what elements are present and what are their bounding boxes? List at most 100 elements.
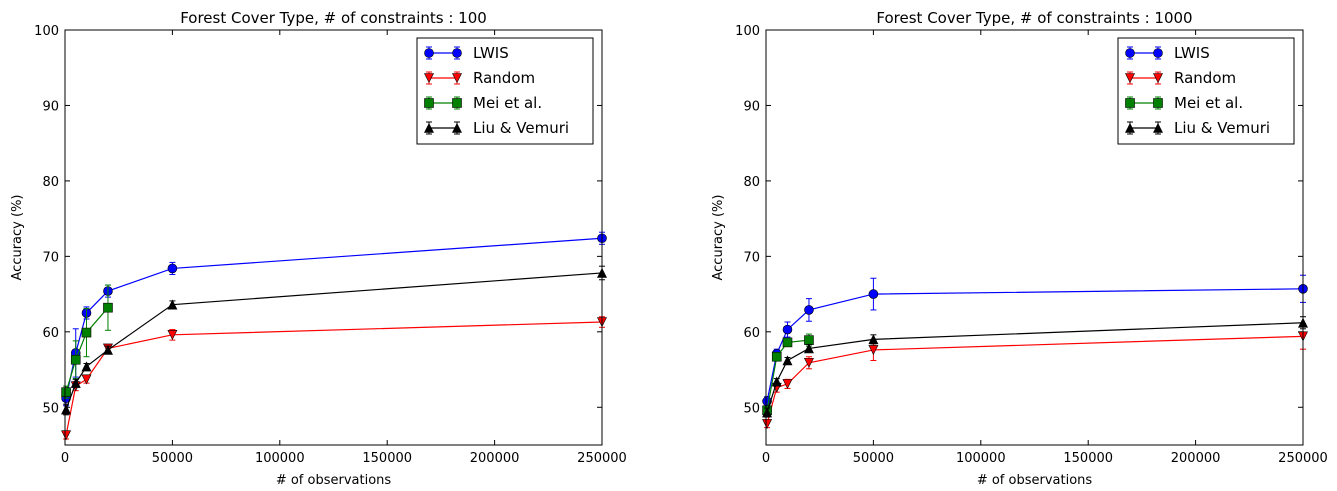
series-random <box>61 316 607 441</box>
legend-marker <box>424 98 434 108</box>
x-axis-label: # of observations <box>276 473 392 487</box>
y-tick-label: 50 <box>42 401 59 416</box>
data-point <box>70 377 81 388</box>
legend-marker <box>452 73 462 84</box>
y-tick-label: 70 <box>743 250 760 265</box>
legend-label: Mei et al. <box>1174 94 1243 112</box>
data-point <box>804 305 814 315</box>
data-point <box>868 334 879 345</box>
y-axis-label: Accuracy (%) <box>711 195 726 281</box>
data-point <box>81 361 92 372</box>
legend-marker <box>1125 48 1135 58</box>
data-point <box>782 324 793 335</box>
series-line <box>766 339 810 411</box>
chart-panel-1: Forest Cover Type, # of constraints : 10… <box>10 9 627 488</box>
legend-label: Liu & Vemuri <box>1174 119 1270 137</box>
y-tick-label: 60 <box>743 326 760 341</box>
legend-label: Random <box>1174 69 1236 87</box>
y-tick-label: 60 <box>42 326 59 341</box>
x-tick-label: 50000 <box>853 451 894 466</box>
series-line <box>766 335 1304 425</box>
chart-title: Forest Cover Type, # of constraints : 10… <box>876 9 1192 27</box>
y-tick-label: 50 <box>743 401 760 416</box>
x-tick-label: 100000 <box>956 451 1006 466</box>
legend-marker <box>452 48 462 58</box>
data-point <box>803 357 814 368</box>
x-axis-label: # of observations <box>977 473 1093 487</box>
data-point <box>782 337 793 348</box>
data-point <box>167 263 178 274</box>
data-point <box>81 327 92 338</box>
x-tick-label: 0 <box>61 451 69 466</box>
legend-label: Liu & Vemuri <box>473 119 569 137</box>
legend-marker <box>1153 73 1163 84</box>
x-tick-label: 200000 <box>470 451 520 466</box>
data-point <box>762 419 773 430</box>
series-mei-et-al- <box>61 284 113 399</box>
legend-label: LWIS <box>473 44 509 62</box>
data-point <box>771 351 782 362</box>
x-tick-label: 250000 <box>577 451 627 466</box>
data-point <box>61 404 72 415</box>
y-tick-label: 70 <box>42 250 59 265</box>
data-point <box>868 345 879 356</box>
series-random <box>762 323 1308 430</box>
legend-marker <box>1125 122 1135 133</box>
data-point <box>782 355 793 366</box>
x-tick-label: 250000 <box>1278 451 1328 466</box>
data-point <box>803 343 814 354</box>
legend-marker <box>1153 98 1163 108</box>
data-point <box>102 344 113 355</box>
legend-label: LWIS <box>1174 44 1210 62</box>
legend-marker <box>424 122 434 133</box>
legend-label: Random <box>473 69 535 87</box>
series-line <box>65 272 603 410</box>
y-tick-label: 100 <box>34 24 59 39</box>
data-point <box>771 376 782 387</box>
series-lwis <box>762 274 1308 407</box>
x-tick-label: 50000 <box>152 451 193 466</box>
series-line <box>65 321 603 436</box>
y-tick-label: 90 <box>743 99 760 114</box>
y-tick-label: 80 <box>42 175 59 190</box>
series-liu-vemuri <box>61 265 607 416</box>
legend-box <box>1117 37 1295 145</box>
chart-panel-2: Forest Cover Type, # of constraints : 10… <box>711 9 1328 488</box>
series-lwis <box>61 231 607 407</box>
data-point <box>782 379 793 390</box>
chart-title: Forest Cover Type, # of constraints : 10… <box>180 9 487 27</box>
x-tick-label: 100000 <box>255 451 305 466</box>
series-liu-vemuri <box>762 316 1308 418</box>
plot-frame <box>64 29 603 446</box>
series-line <box>766 322 1304 413</box>
data-point <box>167 330 178 341</box>
legend-marker <box>1125 73 1135 84</box>
legend-label: Mei et al. <box>473 94 542 112</box>
legend: LWIS Random Mei et al. Liu & Vemuri <box>416 37 594 145</box>
series-line <box>766 288 1304 402</box>
data-point <box>167 299 178 310</box>
legend-box <box>416 37 594 145</box>
legend-marker <box>452 98 462 108</box>
y-axis-label: Accuracy (%) <box>10 195 25 281</box>
x-tick-label: 150000 <box>362 451 412 466</box>
legend-marker <box>424 48 434 58</box>
legend: LWIS Random Mei et al. Liu & Vemuri <box>1117 37 1295 145</box>
data-point <box>61 387 71 397</box>
legend-marker <box>1125 98 1135 108</box>
x-tick-label: 0 <box>762 451 770 466</box>
x-tick-label: 150000 <box>1063 451 1113 466</box>
data-point <box>762 407 773 418</box>
data-point <box>103 302 113 313</box>
y-tick-label: 80 <box>743 175 760 190</box>
series-line <box>65 237 603 399</box>
y-tick-label: 90 <box>42 99 59 114</box>
data-point <box>868 289 879 299</box>
data-point <box>81 374 92 385</box>
legend-marker <box>1153 122 1163 133</box>
legend-marker <box>424 73 434 84</box>
series-line <box>65 307 109 393</box>
legend-marker <box>452 122 462 133</box>
plot-frame <box>765 29 1304 446</box>
